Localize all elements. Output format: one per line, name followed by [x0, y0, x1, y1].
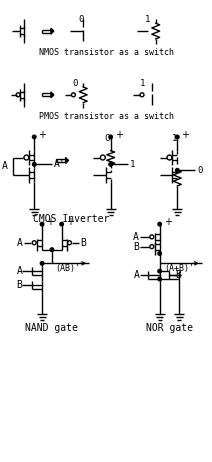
Text: A: A — [133, 232, 139, 242]
Text: +: + — [164, 217, 172, 227]
Polygon shape — [66, 158, 68, 164]
Text: A': A' — [54, 159, 66, 170]
Circle shape — [32, 135, 36, 139]
Text: B: B — [175, 270, 181, 280]
Text: +: + — [38, 130, 46, 140]
Text: 0: 0 — [79, 15, 84, 24]
Text: 0: 0 — [105, 134, 111, 143]
Circle shape — [158, 222, 161, 226]
Text: +: + — [115, 130, 123, 140]
Text: B: B — [17, 280, 22, 290]
Text: (A+B)': (A+B)' — [164, 264, 194, 273]
Circle shape — [158, 277, 161, 281]
Text: NOR gate: NOR gate — [146, 323, 193, 333]
Text: CMOS Inverter: CMOS Inverter — [33, 214, 110, 224]
Circle shape — [32, 163, 36, 166]
Text: 1: 1 — [130, 160, 136, 169]
Circle shape — [158, 252, 161, 255]
Polygon shape — [51, 28, 54, 34]
Text: +: + — [46, 217, 54, 227]
Text: 1: 1 — [145, 15, 151, 24]
Text: 1: 1 — [140, 79, 146, 87]
Circle shape — [109, 163, 112, 166]
Polygon shape — [51, 92, 54, 98]
Text: A: A — [17, 238, 22, 248]
Text: 0: 0 — [73, 79, 78, 87]
Text: NAND gate: NAND gate — [25, 323, 78, 333]
Text: 0: 0 — [197, 166, 202, 175]
Circle shape — [158, 269, 161, 273]
Text: PMOS transistor as a switch: PMOS transistor as a switch — [39, 112, 174, 121]
Circle shape — [109, 135, 112, 139]
Text: +: + — [66, 217, 74, 227]
Circle shape — [176, 135, 179, 139]
Circle shape — [50, 248, 54, 251]
Text: A: A — [2, 161, 8, 171]
Text: A: A — [17, 266, 22, 276]
Text: NMOS transistor as a switch: NMOS transistor as a switch — [39, 48, 174, 57]
Circle shape — [176, 169, 179, 172]
Text: B: B — [133, 242, 139, 252]
Text: 1: 1 — [172, 134, 177, 143]
Text: B: B — [80, 238, 86, 248]
Circle shape — [40, 261, 44, 265]
Text: (AB)': (AB)' — [55, 264, 80, 273]
Text: A: A — [134, 270, 140, 280]
Circle shape — [40, 222, 44, 226]
Text: +: + — [181, 130, 189, 140]
Circle shape — [60, 222, 63, 226]
